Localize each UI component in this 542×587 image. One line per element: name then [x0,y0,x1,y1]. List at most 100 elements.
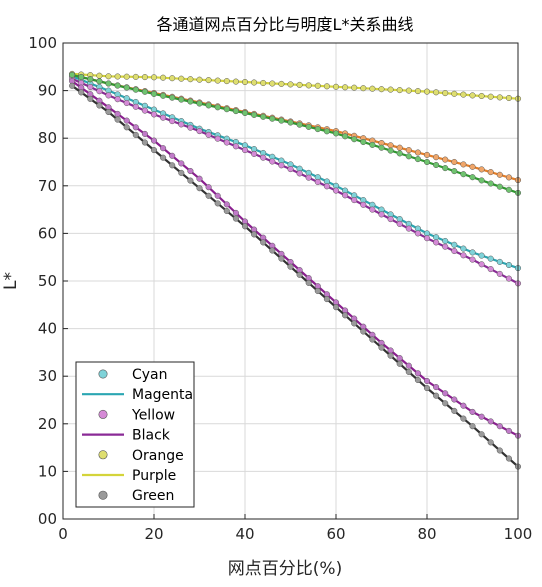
legend-label-black: Black [132,428,171,444]
chart-title: 各通道网点百分比与明度L*关系曲线 [157,15,414,34]
series-point-orange [414,149,421,156]
series-point-gray [423,385,431,392]
series-point-green [132,86,139,93]
series-point-yellow [232,78,239,85]
series-point-violet [205,131,212,138]
series-point-violet [296,170,303,177]
series-point-green [405,153,412,160]
series-point-yellow [423,88,431,95]
series-point-teal [460,245,467,252]
series-point-green [232,108,239,115]
series-point-teal [442,237,449,245]
legend-label-cyan: Cyan [132,367,168,383]
series-point-gray [387,352,394,359]
series-point-violet [196,128,203,135]
series-point-gray [369,336,376,343]
series-point-green [96,78,103,85]
series-point-gray [232,215,239,222]
series-point-gray [360,328,367,335]
x-axis-label: 网点百分比(%) [228,559,342,579]
legend-box [75,361,195,508]
series-point-green [305,123,312,130]
series-point-gray [505,455,512,462]
series-point-yellow [487,93,494,100]
series-point-yellow [505,94,512,102]
series-point-violet [433,239,440,246]
series-point-green [487,180,494,187]
series-point-orange [496,171,503,178]
series-point-yellow [96,72,103,79]
series-point-violet [87,83,94,91]
series-point-violet [232,143,239,150]
series-point-green [105,80,112,87]
series-point-gray [469,423,476,430]
series-point-gray [150,147,158,154]
series-point-yellow [460,91,467,98]
series-point-violet [505,275,512,282]
series-point-gray [342,312,349,319]
y-tick-label: 30 [38,367,57,385]
series-point-yellow [478,92,485,100]
series-point-yellow [314,82,321,89]
series-point-yellow [323,83,330,90]
series-point-violet [251,150,258,157]
series-point-violet [323,183,330,190]
series-point-gray [278,255,285,262]
series-point-orange [433,154,440,161]
y-tick-label: 100 [28,34,57,52]
series-point-magenta-dark [405,362,412,369]
series-point-teal [505,261,512,269]
series-point-yellow [369,85,376,92]
series-point-green [278,117,285,124]
series-point-gray [205,192,212,199]
series-point-violet [278,162,285,169]
series-point-orange [460,161,467,168]
series-point-green [451,168,458,175]
series-point-magenta-dark [387,347,394,354]
series-point-green [251,111,258,118]
series-point-magenta-dark [414,370,421,377]
y-tick-label: 20 [38,415,57,433]
x-tick-label: 0 [58,525,68,543]
series-point-violet [223,139,230,146]
series-point-green [196,100,203,107]
y-tick-label: 60 [38,224,57,242]
series-point-violet [442,243,449,250]
series-point-teal [469,249,476,256]
series-point-yellow [405,87,412,94]
series-point-gray [351,320,358,327]
series-point-magenta-dark [123,117,130,124]
legend-swatch-green [98,490,108,500]
series-point-green [87,76,94,83]
series-point-violet [460,252,467,259]
series-point-violet [378,211,385,218]
series-point-violet [351,197,358,204]
series-point-violet [160,114,167,121]
series-point-green [433,161,440,169]
legend-label-magenta: Magenta [132,387,193,403]
series-point-yellow [205,77,212,84]
series-point-orange [442,156,449,163]
series-point-green [323,128,330,135]
series-point-violet [214,135,221,142]
series-point-green [442,165,449,172]
series-point-magenta-dark [442,390,449,397]
series-point-violet [187,124,194,131]
series-point-gray [378,344,385,351]
series-point-gray [451,407,458,414]
y-tick-label: 70 [38,177,57,195]
series-point-green [123,84,130,91]
series-point-orange [451,158,458,166]
series-point-violet [132,103,139,110]
series-point-yellow [332,83,340,90]
series-point-yellow [251,79,258,86]
series-point-yellow [141,74,148,81]
series-point-gray [269,247,276,254]
legend-swatch-orange [98,450,108,460]
series-point-yellow [269,80,276,87]
y-tick-label: 80 [38,129,57,147]
series-point-gray [114,116,121,123]
series-point-gray [287,263,294,270]
series-point-teal [451,241,458,248]
series-point-yellow [451,90,458,97]
